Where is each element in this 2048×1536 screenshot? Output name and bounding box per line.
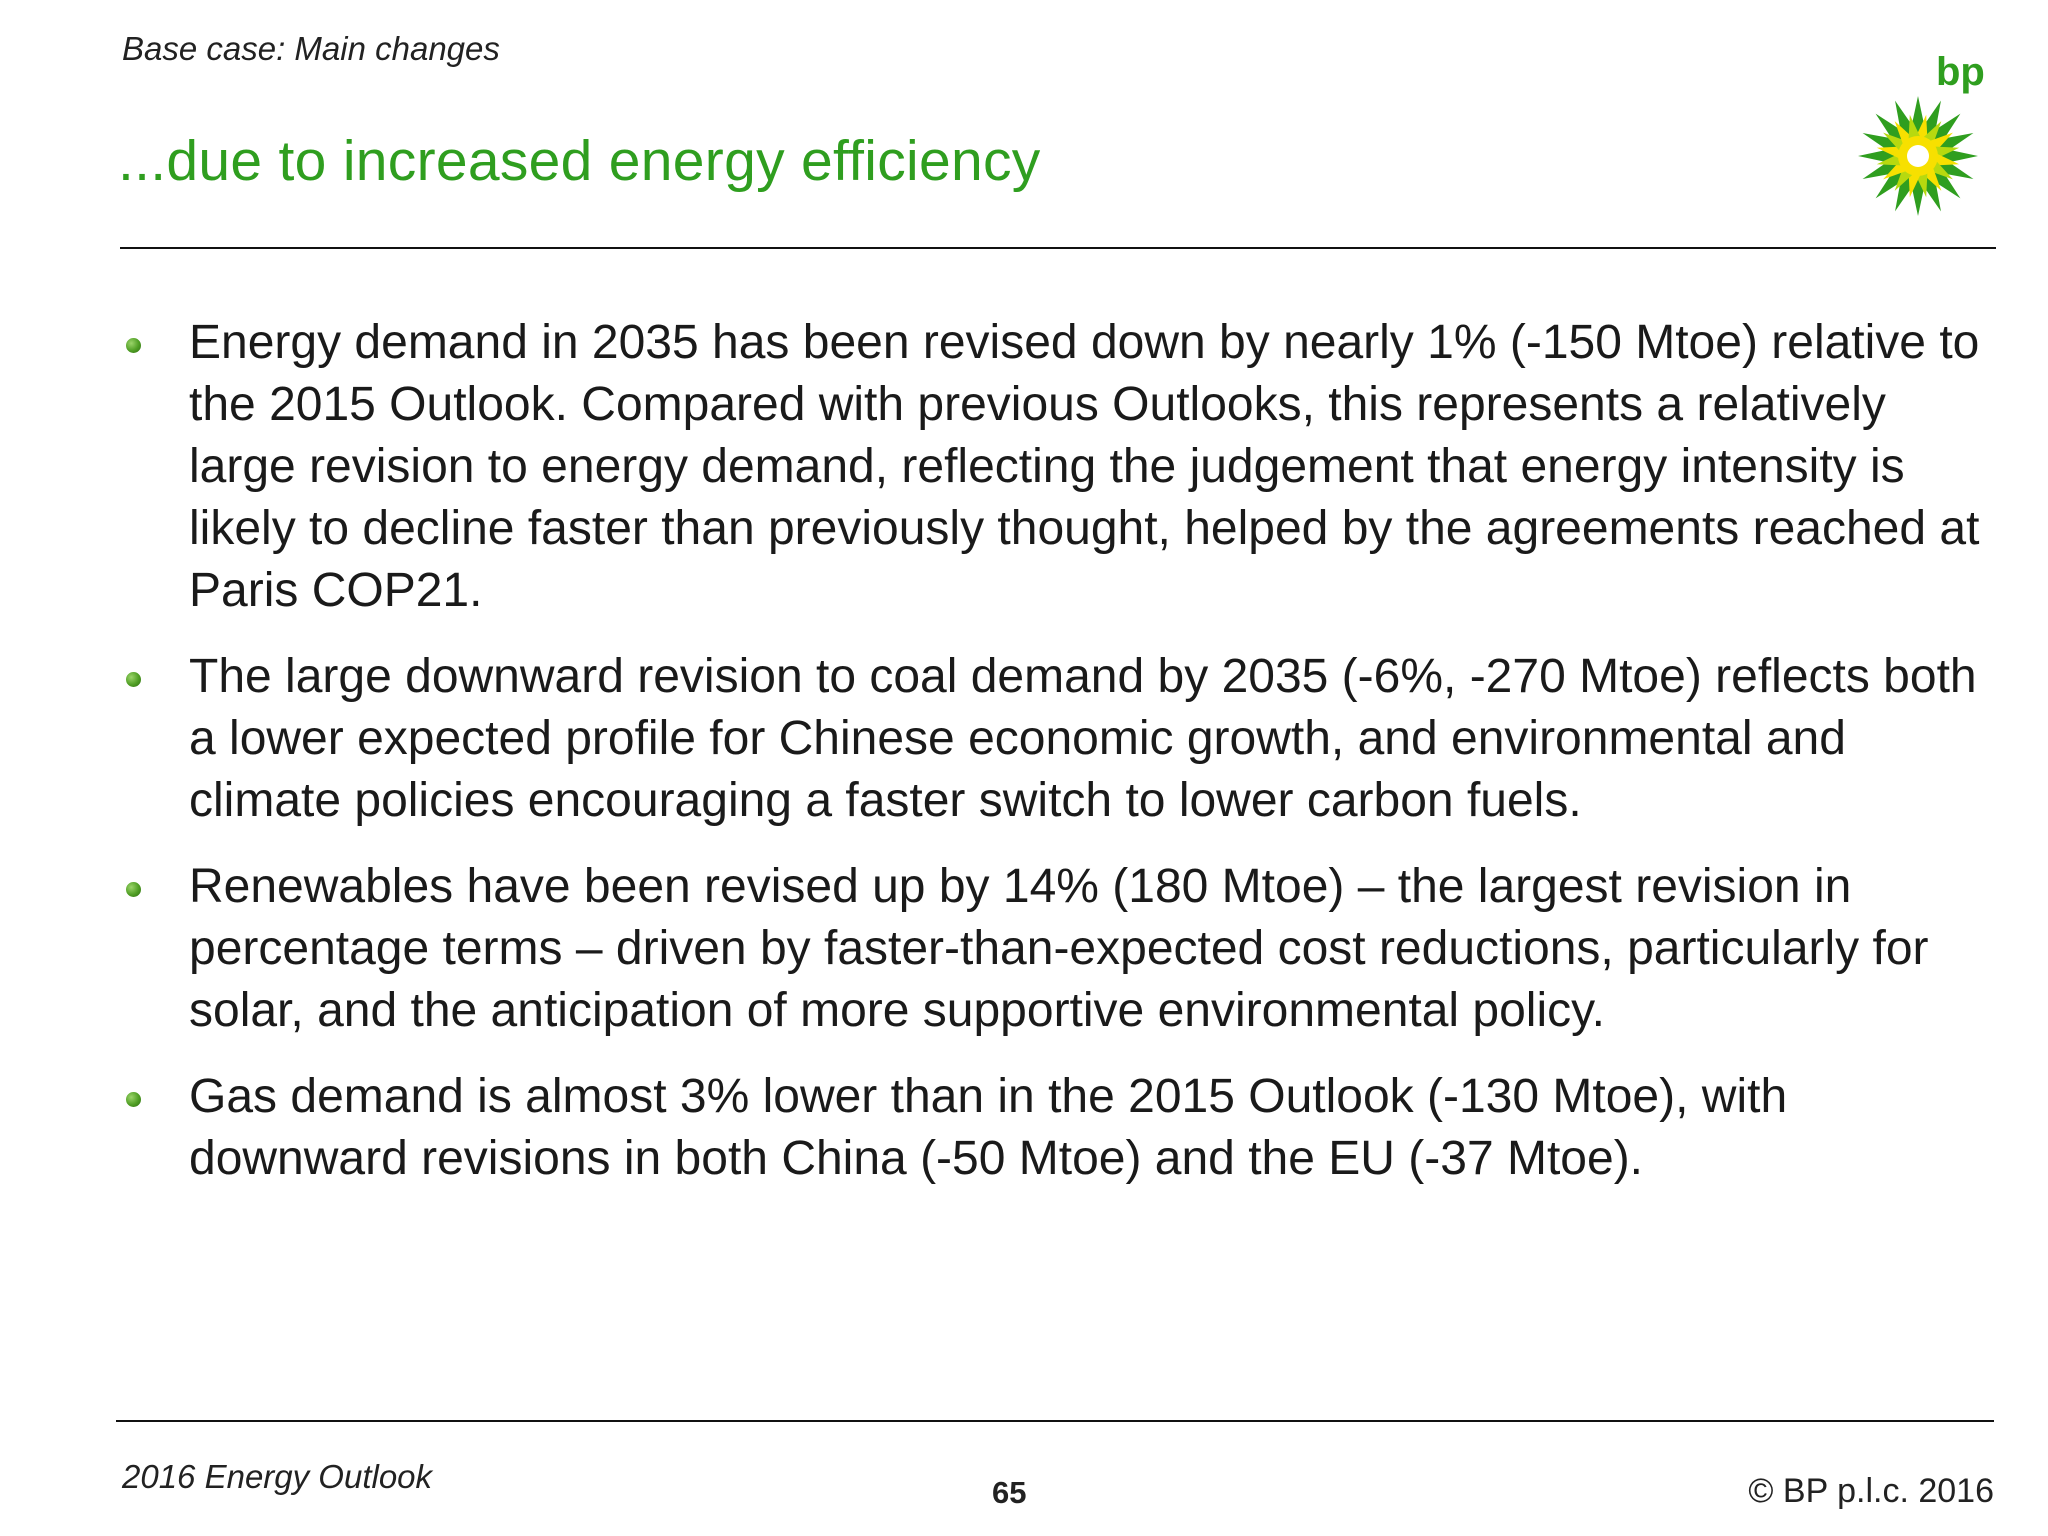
bullet-list: Energy demand in 2035 has been revised d… xyxy=(124,312,1984,1214)
footer-publication-title: 2016 Energy Outlook xyxy=(122,1458,433,1495)
bullet-item: Gas demand is almost 3% lower than in th… xyxy=(124,1066,1984,1190)
bullet-text: Renewables have been revised up by 14% (… xyxy=(189,860,1929,1037)
section-label: Base case: Main changes xyxy=(122,30,500,67)
helios-sunflower-icon xyxy=(1858,96,1978,216)
bullet-text: Gas demand is almost 3% lower than in th… xyxy=(189,1070,1788,1185)
bullet-text: The large downward revision to coal dema… xyxy=(189,650,1977,827)
bullet-dot-icon xyxy=(126,338,141,353)
bullet-item: Energy demand in 2035 has been revised d… xyxy=(124,312,1984,622)
bullet-text: Energy demand in 2035 has been revised d… xyxy=(189,316,1980,617)
bullet-dot-icon xyxy=(126,882,141,897)
bullet-dot-icon xyxy=(126,672,141,687)
page-title: ...due to increased energy efficiency xyxy=(118,129,1041,193)
page-number: 65 xyxy=(992,1475,1027,1510)
bullet-dot-icon xyxy=(126,1092,141,1107)
copyright-notice: © BP p.l.c. 2016 xyxy=(1748,1472,1994,1510)
bullet-item: The large downward revision to coal dema… xyxy=(124,646,1984,832)
logo-wordmark: bp xyxy=(1936,50,1985,94)
bp-logo: bp xyxy=(1856,52,1986,222)
footer-divider xyxy=(116,1420,1994,1422)
header-divider xyxy=(120,247,1996,249)
bullet-item: Renewables have been revised up by 14% (… xyxy=(124,856,1984,1042)
